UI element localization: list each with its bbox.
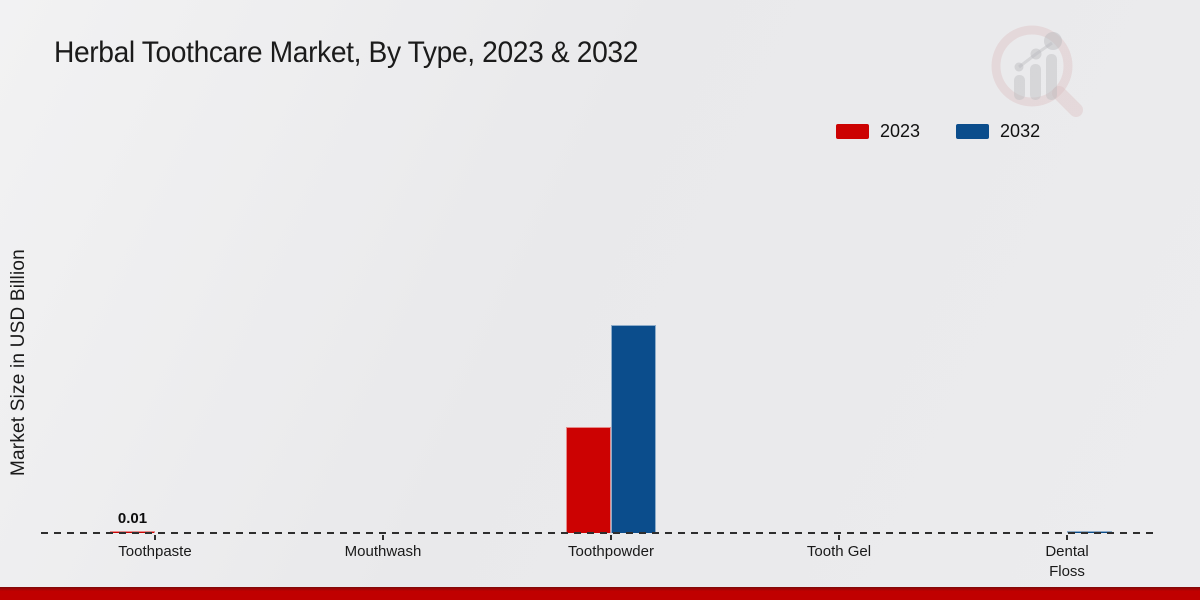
magnifier-ring-icon [991,25,1073,107]
chart-title: Herbal Toothcare Market, By Type, 2023 &… [54,36,639,69]
bar-icon [1046,54,1057,100]
legend-label: 2023 [880,121,921,141]
legend-item-2023: 2023 [836,121,920,142]
plot-area: Toothpaste Mouthwash Toothpowder Tooth Gel D… [41,158,1181,580]
trend-dot-icon [1014,62,1024,72]
trend-dot-icon [1044,32,1062,50]
legend-swatch-2023 [836,124,869,139]
bar-icon [1014,75,1025,100]
magnifier-handle-icon [1052,86,1083,117]
legend: 2023 2032 [836,121,1040,142]
trend-line-icon [1018,41,1053,69]
legend-swatch-2032 [956,124,990,139]
trend-dot-icon [1030,48,1042,60]
x-axis-label-toothpaste: Toothpaste [118,543,192,560]
bar-2032-toothpowder [611,325,656,533]
x-axis-tick-toothpaste [154,535,156,540]
footer-accent-bar [0,587,1200,600]
y-axis-title: Market Size in USD Billion [8,249,29,477]
bar-value-label: 0.01 [117,510,148,527]
mrfr-watermark-logo [991,25,1083,117]
x-axis-line [41,532,1154,534]
bar-2023-toothpowder [566,427,611,533]
x-axis-tick-toothpowder [610,535,612,540]
legend-label: 2032 [1000,121,1041,141]
x-axis-tick-dental-floss [1066,535,1068,540]
x-axis-label-toothpowder: Toothpowder [568,543,654,560]
x-axis-tick-mouthwash [382,535,384,540]
x-axis-label-tooth-gel: Tooth Gel [806,543,872,560]
x-axis-tick-tooth-gel [838,535,840,540]
bar-icon [1030,64,1041,100]
x-axis-label-mouthwash: Mouthwash [344,543,422,560]
x-axis-label-dental-floss: Dental Floss [1045,543,1089,581]
legend-item-2032: 2032 [956,121,1040,142]
